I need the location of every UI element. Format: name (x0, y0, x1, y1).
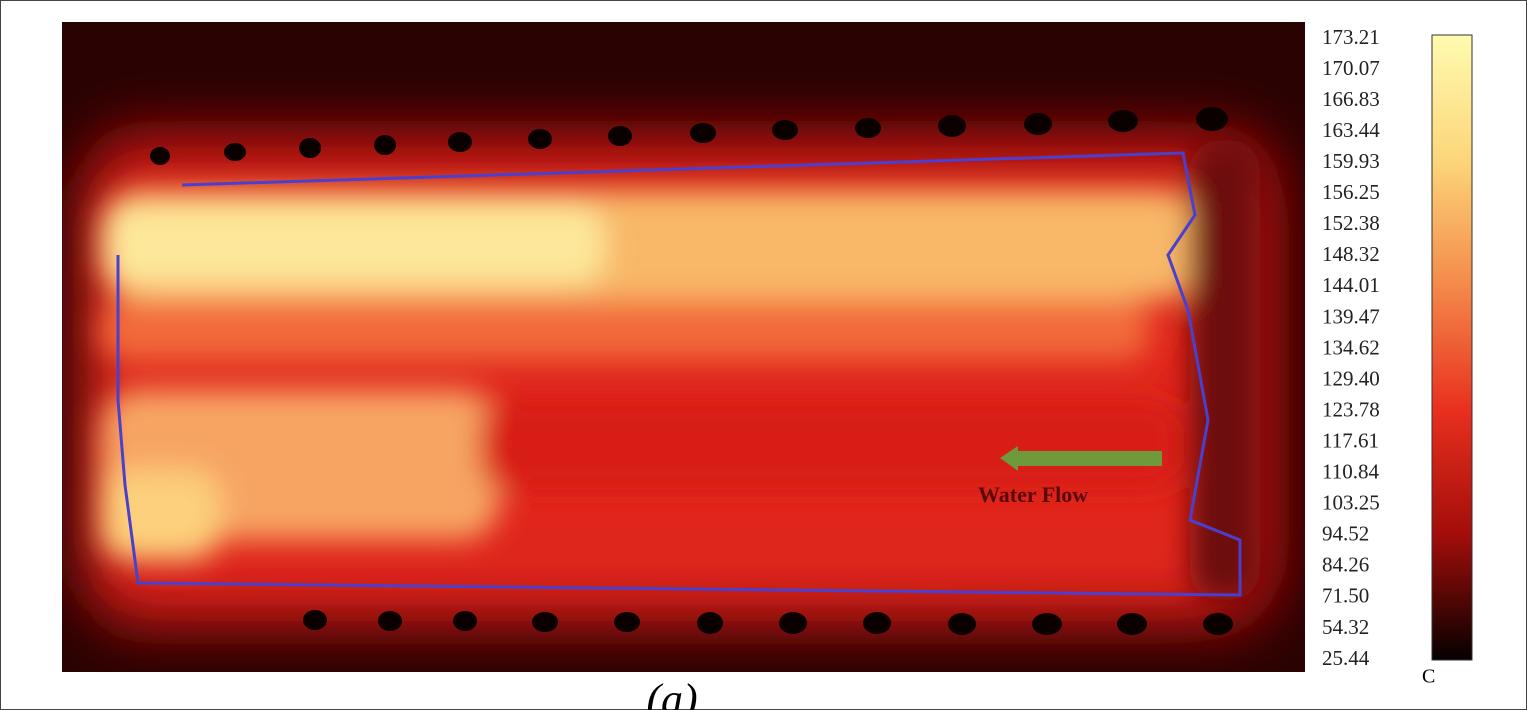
colorbar-label: 54.32 (1322, 615, 1369, 639)
colorbar-label: 94.52 (1322, 522, 1369, 546)
colorbar (1432, 35, 1472, 660)
colorbar-label: 25.44 (1322, 646, 1370, 670)
colorbar-label: 84.26 (1322, 553, 1369, 577)
colorbar-label: 166.83 (1322, 87, 1380, 111)
colorbar-label: 71.50 (1322, 584, 1369, 608)
colorbar-label: 144.01 (1322, 273, 1380, 297)
colorbar-label: 173.21 (1322, 25, 1380, 49)
colorbar-label: 117.61 (1322, 428, 1379, 452)
colorbar-label: 170.07 (1322, 56, 1380, 80)
colorbar-label: 110.84 (1322, 460, 1379, 484)
colorbar-label: 103.25 (1322, 491, 1380, 515)
figure: Water Flow 173.21 170.07 166.83 163.44 159.9… (0, 0, 1527, 710)
caption: (a) (646, 675, 697, 710)
colorbar-label: 139.47 (1322, 304, 1380, 328)
colorbar-label: 148.32 (1322, 242, 1380, 266)
colorbar-labels: 173.21 170.07 166.83 163.44 159.93 156.25 152.… (1322, 25, 1380, 670)
colorbar-label: 156.25 (1322, 180, 1380, 204)
colorbar-label: 159.93 (1322, 149, 1380, 173)
colorbar-label: 123.78 (1322, 397, 1380, 421)
thermal-image: Water Flow (62, 22, 1305, 672)
colorbar-label: 129.40 (1322, 366, 1380, 390)
colorbar-label: 152.38 (1322, 211, 1380, 235)
annotation: Water Flow (978, 482, 1088, 507)
page: Water Flow 173.21 170.07 166.83 163.44 159.9… (0, 0, 1527, 710)
colorbar-label: 163.44 (1322, 118, 1380, 142)
colorbar-unit: C (1422, 666, 1435, 688)
colorbar-label: 134.62 (1322, 335, 1380, 359)
